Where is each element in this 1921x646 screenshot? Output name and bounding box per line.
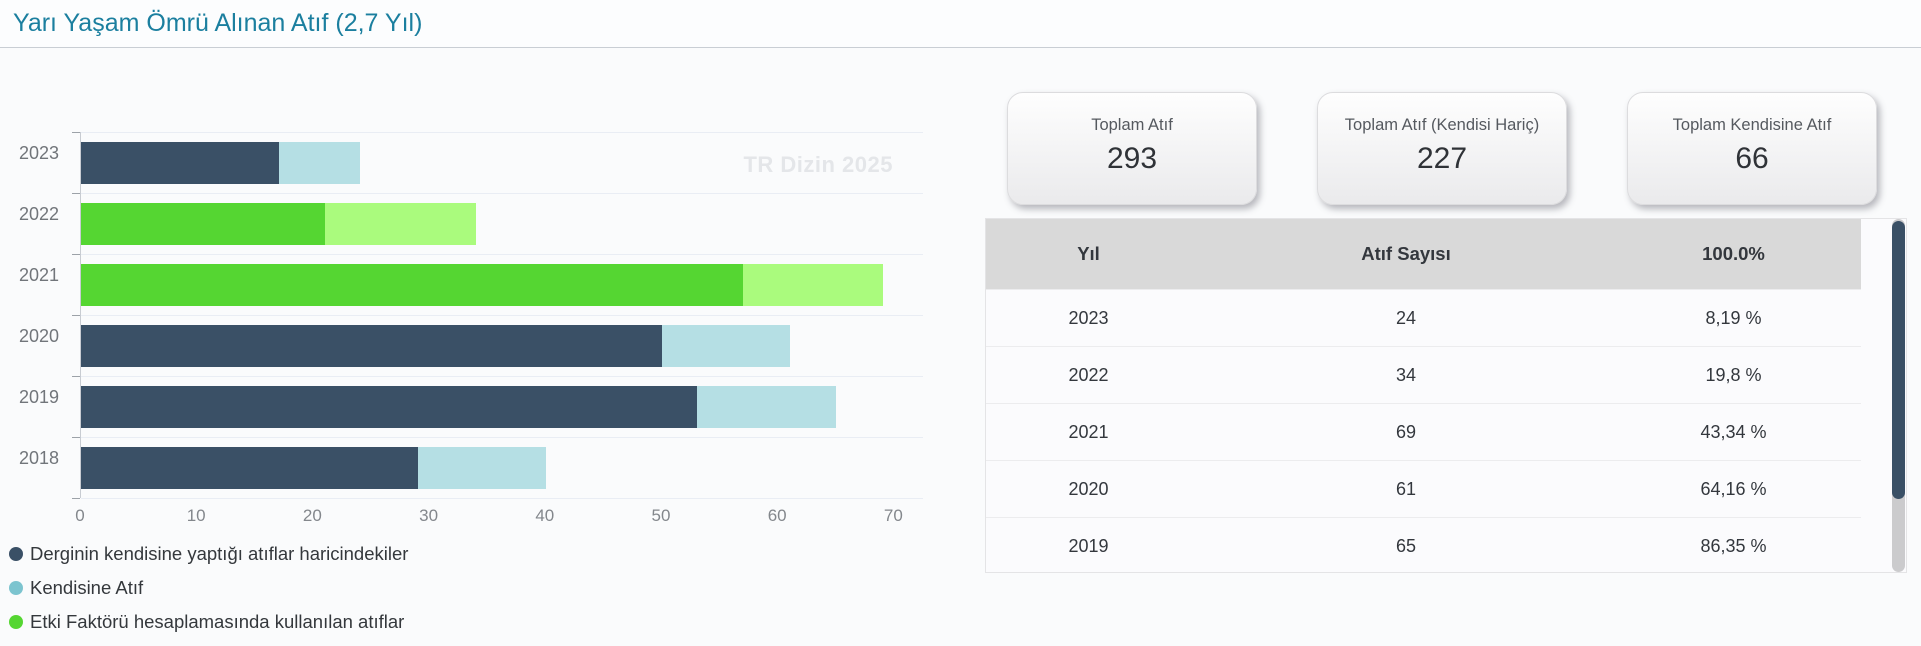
chart-x-tick-label: 20 [302, 506, 322, 525]
chart-gridline [81, 376, 923, 377]
table-header-cell: Yıl [1077, 243, 1100, 264]
table-body: 2023 24 8,19 % 2022 34 19,8 % 2021 69 43,34 % 202… [986, 289, 1906, 574]
chart-gridline [81, 498, 923, 499]
chart-x-tick-label: 10 [186, 506, 206, 525]
chart-bar-segment[interactable] [662, 325, 790, 367]
chart-year-label: 2019 [18, 387, 59, 407]
table-header-cell: Atıf Sayısı [1361, 243, 1451, 264]
legend-item[interactable]: Kendisine Atıf [9, 571, 408, 605]
table-cell: 2022 [1068, 365, 1109, 385]
table-cell: 34 [1395, 365, 1417, 385]
chart-gridline [81, 193, 923, 194]
table-cell: 2023 [1068, 308, 1109, 328]
chart-bar-segment[interactable] [696, 386, 837, 428]
chart-bar-segment[interactable] [81, 264, 744, 306]
chart-gridline [81, 254, 923, 255]
table-cell: 8,19 % [1705, 308, 1762, 328]
chart-gridline [81, 437, 923, 438]
legend-dot-icon [9, 547, 23, 561]
stat-card-label: Toplam Atıf (Kendisi Hariç) [1344, 116, 1540, 134]
table-cell: 24 [1395, 308, 1417, 328]
legend-item-label: Derginin kendisine yaptığı atıflar haric… [30, 543, 409, 564]
chart-bar-segment[interactable] [81, 325, 662, 367]
table-cell: 65 [1395, 536, 1417, 556]
chart-x-tick-label: 0 [75, 506, 85, 525]
chart-gridline [81, 132, 923, 133]
table-cell: 61 [1395, 479, 1417, 499]
stat-card-total-excluding-self: Toplam Atıf (Kendisi Hariç) 227 [1317, 92, 1567, 205]
chart-year-label: 2018 [18, 448, 59, 468]
chart-year-label: 2021 [18, 265, 59, 285]
table-row: 2020 61 64,16 % [986, 460, 1861, 517]
y-axis-tick [72, 376, 80, 377]
table-cell: 2019 [1068, 536, 1109, 556]
chart-bar-segment[interactable] [278, 142, 360, 184]
table-scrollbar[interactable] [1892, 219, 1905, 572]
table-row: 2023 24 8,19 % [986, 289, 1861, 346]
page-title: Yarı Yaşam Ömrü Alınan Atıf (2,7 Yıl) [13, 9, 423, 37]
chart-gridline [81, 315, 923, 316]
citations-by-year-chart: TR Dizin 2025 2023 2022 2021 2020 2019 2018 0 1… [0, 100, 965, 546]
chart-x-tick-label: 50 [651, 506, 671, 525]
chart-bar-segment[interactable] [81, 386, 697, 428]
table-cell: 69 [1395, 422, 1417, 442]
chart-x-tick-label: 70 [883, 506, 903, 525]
stat-card-value: 293 [1106, 142, 1158, 175]
chart-year-label: 2022 [18, 204, 59, 224]
table-cell: 64,16 % [1700, 479, 1767, 499]
legend-dot-icon [9, 615, 23, 629]
stat-card-label: Toplam Kendisine Atıf [1672, 116, 1832, 134]
chart-legend: Derginin kendisine yaptığı atıflar haric… [9, 537, 408, 639]
y-axis-tick [72, 498, 80, 499]
table-header-cell: 100.0% [1702, 243, 1765, 264]
table-row: 2022 34 19,8 % [986, 346, 1861, 403]
y-axis-tick [72, 437, 80, 438]
stat-card-value: 227 [1416, 142, 1468, 175]
stat-card-label: Toplam Atıf [1091, 116, 1173, 134]
table-cell: 43,34 % [1700, 422, 1767, 442]
chart-bar-segment[interactable] [417, 447, 546, 489]
citations-table: Yıl Atıf Sayısı 100.0% 2023 24 8,19 % 2022 34 1… [985, 218, 1907, 573]
legend-item-label: Etki Faktörü hesaplamasında kullanılan a… [30, 611, 405, 632]
title-separator [0, 47, 1921, 48]
title-strip [0, 0, 1921, 47]
trdizin-watermark: TR Dizin 2025 [743, 152, 893, 177]
table-row: 2021 69 43,34 % [986, 403, 1861, 460]
chart-bar-segment[interactable] [81, 203, 326, 245]
table-cell: 2020 [1068, 479, 1109, 499]
legend-item-label: Kendisine Atıf [30, 577, 144, 598]
chart-bar-segment[interactable] [81, 447, 418, 489]
scrollbar-thumb[interactable] [1892, 221, 1905, 499]
y-axis-tick [72, 315, 80, 316]
table-cell: 2021 [1068, 422, 1109, 442]
chart-x-tick-label: 60 [767, 506, 787, 525]
table-cell: 19,8 % [1705, 365, 1762, 385]
chart-bar-segment[interactable] [81, 142, 279, 184]
stat-card-total-citations: Toplam Atıf 293 [1007, 92, 1257, 205]
y-axis-line [80, 132, 81, 498]
stat-card-value: 66 [1735, 142, 1769, 175]
chart-x-tick-label: 30 [419, 506, 439, 525]
stat-card-total-self-citations: Toplam Kendisine Atıf 66 [1627, 92, 1877, 205]
chart-bar-segment[interactable] [743, 264, 883, 306]
chart-x-tick-label: 40 [535, 506, 555, 525]
y-axis-tick [72, 193, 80, 194]
chart-year-label: 2023 [18, 143, 59, 163]
chart-bar-segment[interactable] [325, 203, 477, 245]
legend-dot-icon [9, 581, 23, 595]
table-cell: 86,35 % [1700, 536, 1767, 556]
table-header-row: Yıl Atıf Sayısı 100.0% [986, 219, 1861, 289]
legend-item[interactable]: Etki Faktörü hesaplamasında kullanılan a… [9, 605, 408, 639]
y-axis-tick [72, 132, 80, 133]
table-row: 2019 65 86,35 % [986, 517, 1861, 574]
chart-year-label: 2020 [18, 326, 59, 346]
y-axis-tick [72, 254, 80, 255]
legend-item[interactable]: Derginin kendisine yaptığı atıflar haric… [9, 537, 408, 571]
